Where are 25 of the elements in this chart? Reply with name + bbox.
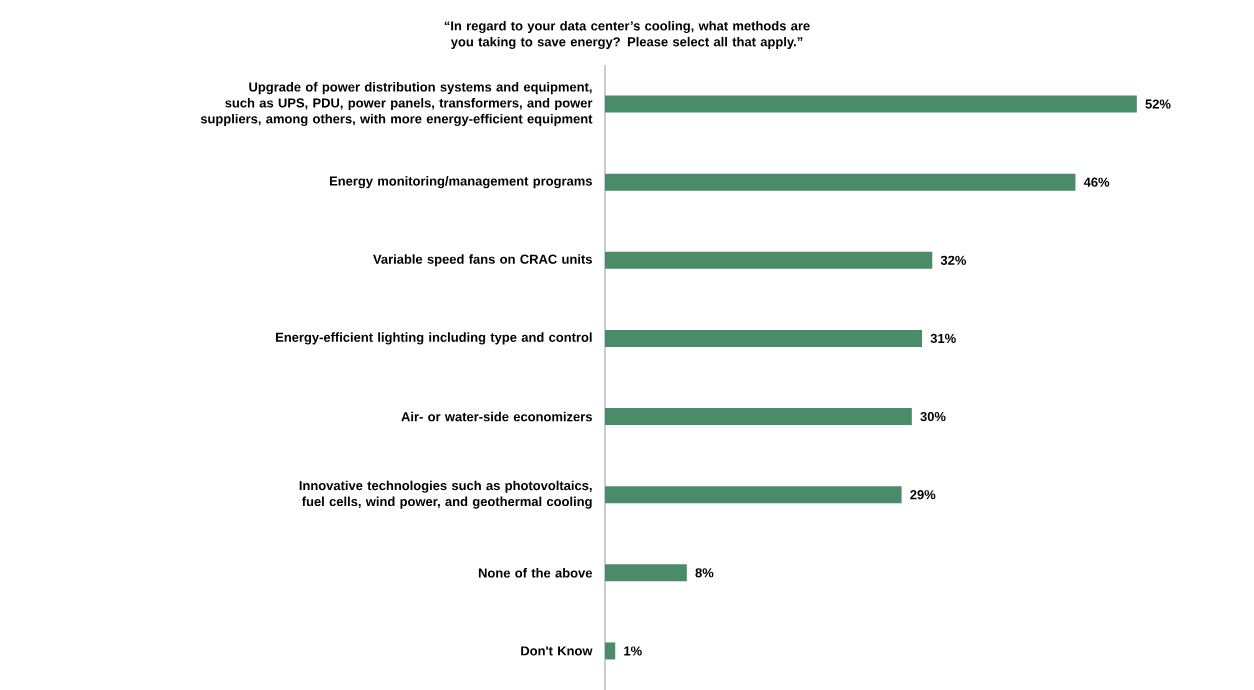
y-tick-label: Energy monitoring/management programs bbox=[329, 176, 592, 189]
chart-title: “In regard to your data center’s cooling, what methods are you taking to save energy? Please select all that apply.” bbox=[444, 20, 810, 50]
bar bbox=[605, 642, 616, 660]
y-tick-label: Innovative technologies such as photovoltaics, fuel cells, wind power, and geothermal cooling bbox=[299, 480, 592, 509]
data-label: 46% bbox=[1083, 177, 1110, 187]
data-label: 8% bbox=[695, 568, 714, 578]
y-tick-label: Variable speed fans on CRAC units bbox=[373, 254, 592, 267]
y-tick-label: Air- or water-side economizers bbox=[401, 411, 592, 422]
bar bbox=[605, 486, 902, 504]
y-tick-label: None of the above bbox=[478, 568, 593, 578]
data-label: 31% bbox=[930, 333, 956, 344]
data-label: 52% bbox=[1145, 99, 1171, 109]
data-label: 30% bbox=[920, 411, 946, 422]
bar bbox=[605, 329, 923, 347]
y-tick-label: Energy-efficient lighting including type and control bbox=[276, 332, 592, 345]
bar bbox=[605, 95, 1137, 113]
y-tick-label: Upgrade of power distribution systems and equipment, such as UPS, PDU, power panels, transformers, and power suppliers, among others, with more energy-efficient equipment bbox=[200, 82, 593, 127]
bar bbox=[605, 251, 933, 269]
data-label: 29% bbox=[910, 490, 936, 500]
data-label: 32% bbox=[940, 255, 967, 265]
bar bbox=[605, 173, 1076, 191]
data-label: 1% bbox=[624, 646, 642, 656]
y-tick-label: Don't Know bbox=[521, 646, 593, 656]
bar bbox=[605, 408, 912, 426]
bar bbox=[605, 564, 687, 582]
